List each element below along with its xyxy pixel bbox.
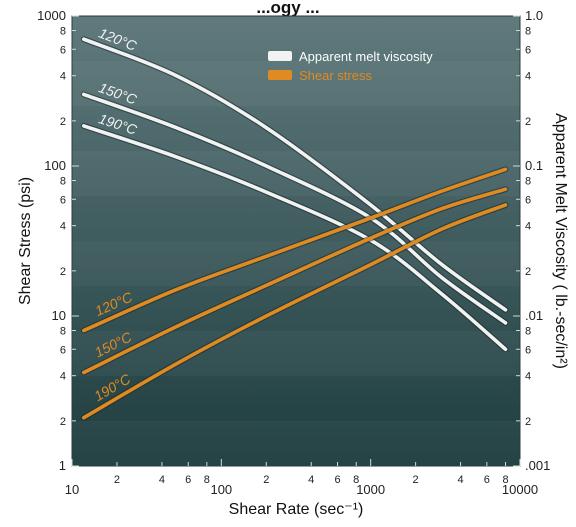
series-line-viscosity [82, 124, 508, 352]
y2-tick-label: .01 [525, 308, 543, 323]
y2-axis-ticks: .001 2 4 6 8 .01 2 4 6 8 0.1 2 4 6 8 1.0 [513, 8, 550, 473]
x-tick-label: 6 [484, 474, 490, 486]
x-tick-label: 2 [263, 474, 269, 486]
x-tick-label: 4 [458, 474, 464, 486]
y-axis-ticks: 1 2 4 6 8 10 2 4 6 8 100 2 4 6 8 1000 [37, 8, 79, 473]
y2-tick-label: 2 [525, 266, 531, 278]
y2-tick-label: 8 [525, 26, 531, 38]
y-tick-label: 2 [60, 266, 66, 278]
x-tick-label: 8 [502, 474, 508, 486]
y2-tick-label: 4 [525, 221, 531, 233]
x-tick-label: 10000 [502, 482, 538, 497]
series-line-viscosity [82, 92, 508, 325]
series-curves [80, 36, 509, 421]
y-tick-label: 100 [44, 158, 66, 173]
x-tick-label: 6 [334, 474, 340, 486]
y2-axis-title: Apparent Melt Viscosity ( lb.-sec/in²) [552, 113, 569, 369]
x-axis-title: Shear Rate (sec⁻¹) [229, 501, 364, 518]
y2-tick-label: 2 [525, 116, 531, 128]
plot-band [72, 421, 520, 466]
x-tick-label: 1000 [356, 482, 385, 497]
y-tick-label: 2 [60, 416, 66, 428]
y-tick-label: 1000 [37, 8, 66, 23]
series-line-shear [82, 187, 508, 375]
y2-tick-label: .001 [525, 458, 550, 473]
legend: Apparent melt viscosity Shear stress [268, 49, 433, 83]
plot-area [72, 16, 520, 466]
y-axis-title: Shear Stress (psi) [17, 177, 34, 305]
legend-label-shear: Shear stress [299, 68, 372, 83]
x-tick-label: 8 [204, 474, 210, 486]
y-tick-label: 2 [60, 116, 66, 128]
plot-band [72, 61, 520, 106]
x-tick-label: 2 [413, 474, 419, 486]
series-line-viscosity [82, 37, 508, 312]
y-tick-label: 10 [52, 308, 66, 323]
y2-tick-label: 6 [525, 44, 531, 56]
y2-tick-label: 4 [525, 71, 531, 83]
y-tick-label: 6 [60, 344, 66, 356]
x-tick-label: 4 [308, 474, 314, 486]
legend-swatch-shear [268, 70, 292, 80]
plot-band [72, 331, 520, 376]
series-line-shear [82, 203, 508, 420]
y-tick-label: 4 [60, 221, 66, 233]
y-tick-label: 4 [60, 371, 66, 383]
chart-title: ...ogy ... [256, 0, 319, 17]
y-tick-label: 6 [60, 44, 66, 56]
plot-border [71, 15, 521, 467]
y-tick-label: 8 [60, 176, 66, 188]
x-tick-label: 4 [159, 474, 165, 486]
y-tick-label: 8 [60, 26, 66, 38]
x-tick-label: 10 [65, 482, 79, 497]
series-line-shear [82, 167, 508, 333]
y2-tick-label: 4 [525, 371, 531, 383]
y2-tick-label: 2 [525, 416, 531, 428]
y2-tick-label: 6 [525, 194, 531, 206]
y-tick-label: 4 [60, 71, 66, 83]
y2-tick-label: 6 [525, 344, 531, 356]
y2-tick-label: 1.0 [525, 8, 543, 23]
y-tick-label: 6 [60, 194, 66, 206]
y2-tick-label: 8 [525, 326, 531, 338]
grid-lines [71, 15, 521, 467]
x-tick-label: 8 [353, 474, 359, 486]
x-tick-label: 2 [114, 474, 120, 486]
legend-swatch-viscosity [268, 51, 292, 61]
legend-label-viscosity: Apparent melt viscosity [299, 49, 433, 64]
y2-tick-label: 8 [525, 176, 531, 188]
y2-tick-label: 0.1 [525, 158, 543, 173]
y-tick-label: 1 [59, 458, 66, 473]
x-tick-label: 6 [185, 474, 191, 486]
x-tick-label: 100 [210, 482, 232, 497]
y-tick-label: 8 [60, 326, 66, 338]
